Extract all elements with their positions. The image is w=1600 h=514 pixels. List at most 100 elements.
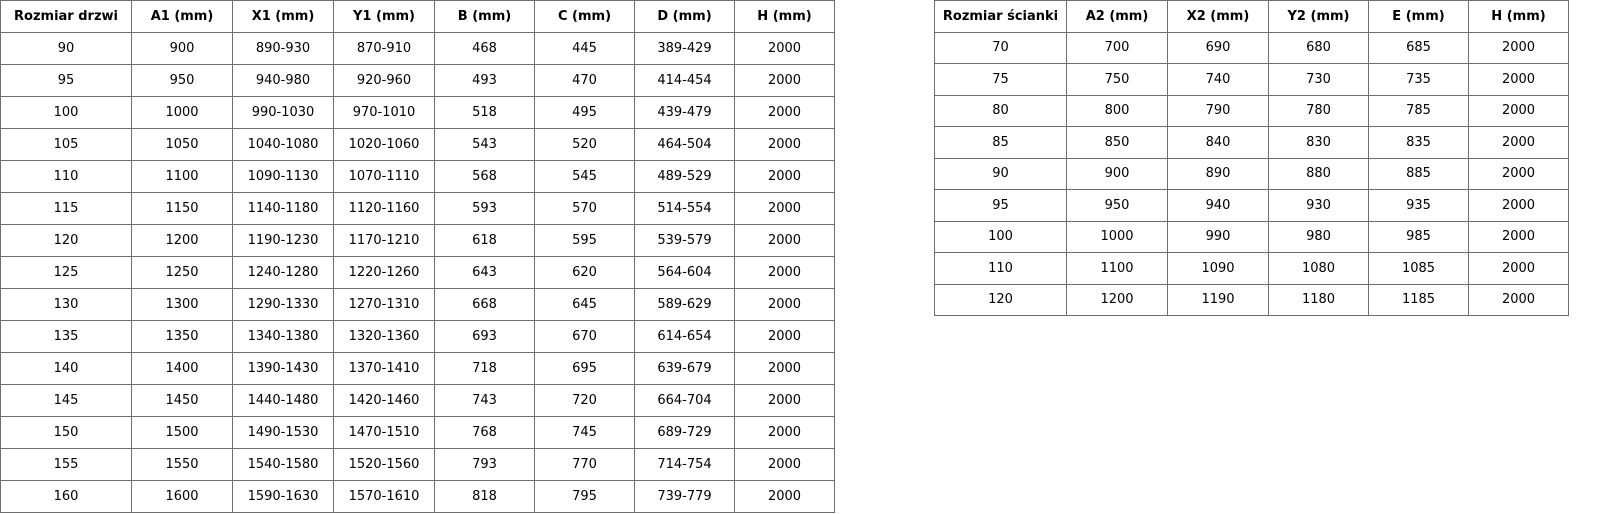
table-cell: 1100 bbox=[131, 160, 233, 193]
table-row: 100 1000 990 980 985 2000 bbox=[934, 220, 1569, 253]
table-row: 130 1300 1290-1330 1270-1310 668 645 589-629 20… bbox=[0, 288, 835, 321]
column-header: B (mm) bbox=[434, 0, 535, 33]
table-cell: 2000 bbox=[1468, 283, 1569, 316]
table-cell: 95 bbox=[934, 189, 1067, 222]
table-cell: 135 bbox=[0, 320, 132, 353]
table-cell: 1390-1430 bbox=[232, 352, 334, 385]
table-cell: 1590-1630 bbox=[232, 480, 334, 513]
table-cell: 880 bbox=[1268, 157, 1369, 190]
table-cell: 670 bbox=[534, 320, 635, 353]
table-cell: 645 bbox=[534, 288, 635, 321]
table-cell: 445 bbox=[534, 32, 635, 65]
table-cell: 2000 bbox=[734, 64, 835, 97]
table-cell: 940 bbox=[1167, 189, 1269, 222]
header-row: Rozmiar drzwi A1 (mm) X1 (mm) Y1 (mm) B (mm)… bbox=[0, 0, 835, 33]
table-cell: 700 bbox=[1066, 31, 1168, 64]
table-cell: 2000 bbox=[1468, 94, 1569, 127]
table-cell: 950 bbox=[131, 64, 233, 97]
table-cell: 790 bbox=[1167, 94, 1269, 127]
column-header: D (mm) bbox=[634, 0, 735, 33]
table-cell: 80 bbox=[934, 94, 1067, 127]
table-cell: 885 bbox=[1368, 157, 1469, 190]
table-cell: 1070-1110 bbox=[333, 160, 435, 193]
table-row: 105 1050 1040-1080 1020-1060 543 520 464-504 20… bbox=[0, 128, 835, 161]
table-cell: 1250 bbox=[131, 256, 233, 289]
table-row: 90 900 890 880 885 2000 bbox=[934, 157, 1569, 190]
table-cell: 795 bbox=[534, 480, 635, 513]
wall-size-table: Rozmiar ścianki A2 (mm) X2 (mm) Y2 (mm) E (m… bbox=[934, 0, 1569, 316]
table-cell: 1520-1560 bbox=[333, 448, 435, 481]
table-cell: 1090-1130 bbox=[232, 160, 334, 193]
table-cell: 2000 bbox=[1468, 126, 1569, 159]
table-row: 100 1000 990-1030 970-1010 518 495 439-479 2000 bbox=[0, 96, 835, 129]
table-cell: 489-529 bbox=[634, 160, 735, 193]
column-header: Rozmiar drzwi bbox=[0, 0, 132, 33]
table-cell: 900 bbox=[1066, 157, 1168, 190]
table-cell: 2000 bbox=[734, 480, 835, 513]
table-row: 75 750 740 730 735 2000 bbox=[934, 63, 1569, 96]
table-cell: 890-930 bbox=[232, 32, 334, 65]
table-cell: 2000 bbox=[734, 96, 835, 129]
table-cell: 2000 bbox=[1468, 252, 1569, 285]
table-row: 110 1100 1090-1130 1070-1110 568 545 489-529 20… bbox=[0, 160, 835, 193]
table-cell: 564-604 bbox=[634, 256, 735, 289]
table-cell: 110 bbox=[934, 252, 1067, 285]
table-cell: 920-960 bbox=[333, 64, 435, 97]
table-cell: 750 bbox=[1066, 63, 1168, 96]
table-cell: 1320-1360 bbox=[333, 320, 435, 353]
table-cell: 935 bbox=[1368, 189, 1469, 222]
table-row: 160 1600 1590-1630 1570-1610 818 795 739-779 20… bbox=[0, 480, 835, 513]
table-cell: 595 bbox=[534, 224, 635, 257]
table-cell: 1050 bbox=[131, 128, 233, 161]
table-cell: 1200 bbox=[1066, 283, 1168, 316]
table-cell: 1085 bbox=[1368, 252, 1469, 285]
table-cell: 693 bbox=[434, 320, 535, 353]
table-cell: 2000 bbox=[734, 192, 835, 225]
table-cell: 1420-1460 bbox=[333, 384, 435, 417]
table-row: 80 800 790 780 785 2000 bbox=[934, 94, 1569, 127]
column-header: A1 (mm) bbox=[131, 0, 233, 33]
table-row: 125 1250 1240-1280 1220-1260 643 620 564-604 20… bbox=[0, 256, 835, 289]
table-cell: 735 bbox=[1368, 63, 1469, 96]
column-header: X1 (mm) bbox=[232, 0, 334, 33]
table-cell: 1370-1410 bbox=[333, 352, 435, 385]
table-cell: 1270-1310 bbox=[333, 288, 435, 321]
table-cell: 950 bbox=[1066, 189, 1168, 222]
table-cell: 2000 bbox=[734, 384, 835, 417]
table-cell: 1550 bbox=[131, 448, 233, 481]
table-cell: 539-579 bbox=[634, 224, 735, 257]
table-cell: 1000 bbox=[131, 96, 233, 129]
table-cell: 1170-1210 bbox=[333, 224, 435, 257]
table-cell: 2000 bbox=[1468, 220, 1569, 253]
table-cell: 568 bbox=[434, 160, 535, 193]
table-cell: 495 bbox=[534, 96, 635, 129]
table-row: 70 700 690 680 685 2000 bbox=[934, 31, 1569, 64]
table-cell: 95 bbox=[0, 64, 132, 97]
table-cell: 70 bbox=[934, 31, 1067, 64]
table-cell: 543 bbox=[434, 128, 535, 161]
table-cell: 1140-1180 bbox=[232, 192, 334, 225]
table-cell: 643 bbox=[434, 256, 535, 289]
table-cell: 614-654 bbox=[634, 320, 735, 353]
table-cell: 125 bbox=[0, 256, 132, 289]
table-cell: 90 bbox=[934, 157, 1067, 190]
table-cell: 1240-1280 bbox=[232, 256, 334, 289]
table-cell: 618 bbox=[434, 224, 535, 257]
table-row: 150 1500 1490-1530 1470-1510 768 745 689-729 20… bbox=[0, 416, 835, 449]
table-cell: 793 bbox=[434, 448, 535, 481]
table-cell: 1120-1160 bbox=[333, 192, 435, 225]
table-cell: 545 bbox=[534, 160, 635, 193]
table-cell: 2000 bbox=[1468, 157, 1569, 190]
table-cell: 1150 bbox=[131, 192, 233, 225]
table-cell: 1180 bbox=[1268, 283, 1369, 316]
table-cell: 818 bbox=[434, 480, 535, 513]
column-header: X2 (mm) bbox=[1167, 0, 1269, 33]
table-cell: 75 bbox=[934, 63, 1067, 96]
table-row: 85 850 840 830 835 2000 bbox=[934, 126, 1569, 159]
table-cell: 100 bbox=[0, 96, 132, 129]
table-cell: 389-429 bbox=[634, 32, 735, 65]
table-cell: 1600 bbox=[131, 480, 233, 513]
table-cell: 850 bbox=[1066, 126, 1168, 159]
table-cell: 85 bbox=[934, 126, 1067, 159]
table-cell: 1185 bbox=[1368, 283, 1469, 316]
